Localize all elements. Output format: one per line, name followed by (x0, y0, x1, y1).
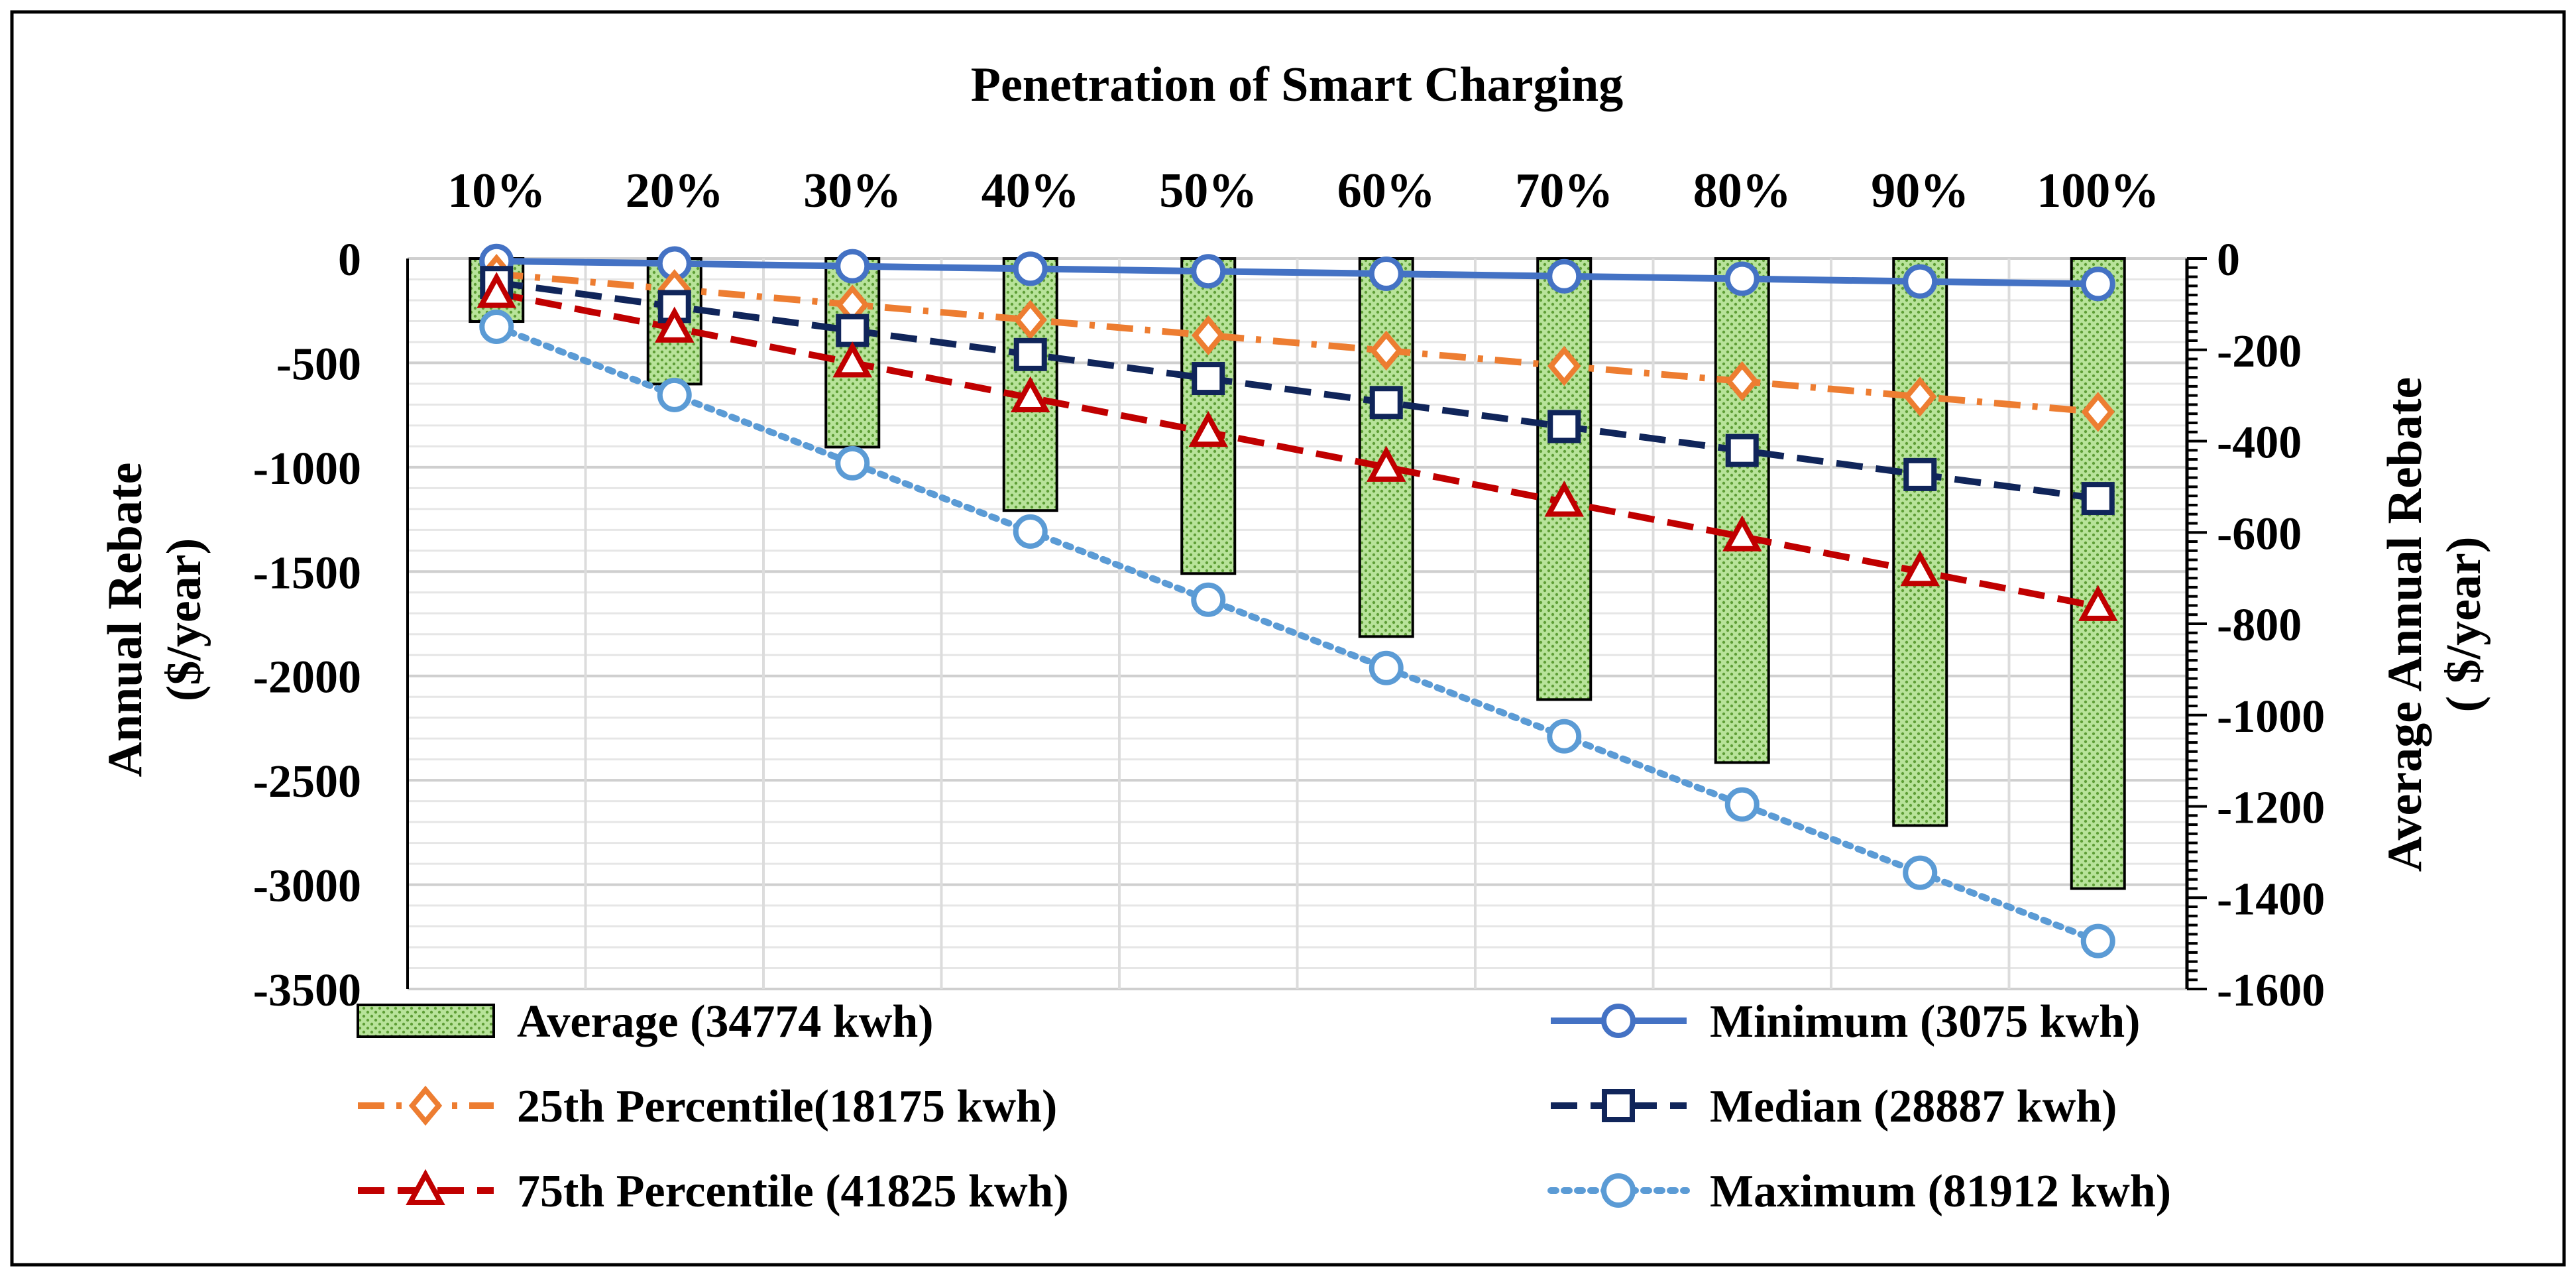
legend-label: Maximum (81912 kwh) (1710, 1166, 2171, 1217)
right-tick-label: -1600 (2217, 965, 2325, 1016)
series-point-1 (1725, 361, 1759, 402)
series-point-2 (1369, 386, 1403, 420)
series-point-4 (1369, 650, 1404, 685)
category-label: 40% (981, 164, 1080, 218)
right-axis-title-unit: ( $/year) (2437, 536, 2491, 712)
left-tick-label: -500 (276, 339, 361, 390)
left-tick-label: -2000 (253, 652, 361, 703)
bar-average (2070, 257, 2126, 890)
series-point-2 (1903, 457, 1937, 491)
right-tick-label: 0 (2217, 235, 2240, 286)
left-tick-label: -3500 (253, 965, 361, 1016)
left-tick-label: 0 (338, 235, 361, 286)
left-tick-label: -1500 (253, 548, 361, 599)
series-point-2 (2081, 482, 2115, 516)
legend-swatch-marker (1602, 1089, 1635, 1122)
right-tick-label: -1000 (2217, 691, 2325, 742)
series-point-2 (1547, 410, 1581, 443)
legend-label: Median (28887 kwh) (1710, 1081, 2117, 1132)
figure-border (10, 10, 2566, 1267)
series-point-1 (1547, 345, 1581, 386)
category-label: 100% (2037, 164, 2159, 218)
series-point-2 (836, 314, 869, 347)
bar-average (1892, 257, 1948, 827)
series-point-4 (1724, 787, 1760, 822)
series-point-3 (2078, 585, 2118, 621)
series-point-4 (2080, 923, 2115, 959)
right-tick-label: -800 (2217, 600, 2302, 651)
category-label: 30% (803, 164, 901, 218)
right-axis-title: Average Annual Rebate (2378, 377, 2432, 872)
series-point-4 (479, 309, 514, 344)
series-point-4 (1547, 719, 1582, 754)
category-label: 90% (1871, 164, 1969, 218)
series-line-2 (496, 279, 2099, 502)
left-tick-label: -1000 (253, 443, 361, 495)
series-point-3 (1900, 550, 1940, 587)
category-label: 10% (447, 164, 545, 218)
left-axis-title-unit: ($/year) (157, 538, 211, 702)
series-point-0 (1547, 259, 1582, 294)
bar-average (1714, 257, 1770, 764)
series-point-4 (835, 445, 870, 481)
legend-label: Average (34774 kwh) (517, 996, 934, 1047)
right-tick-label: -1400 (2217, 874, 2325, 925)
series-point-0 (1903, 264, 1938, 299)
series-point-3 (1722, 515, 1762, 552)
series-point-3 (1188, 410, 1229, 447)
series-point-2 (1725, 434, 1759, 467)
series-point-3 (476, 272, 517, 308)
series-point-3 (654, 306, 695, 343)
legend-swatch-marker (1601, 1004, 1636, 1038)
series-line-0 (496, 257, 2098, 288)
right-tick-label: -400 (2217, 418, 2302, 469)
chart-title: Penetration of Smart Charging (971, 58, 1623, 112)
left-axis-title: Annual Rebate (98, 463, 152, 778)
category-label: 60% (1337, 164, 1435, 218)
series-point-3 (1544, 481, 1585, 517)
series-point-1 (1369, 330, 1403, 371)
series-point-0 (1369, 256, 1404, 291)
series-point-4 (1903, 855, 1938, 890)
legend-swatch-marker (1601, 1173, 1636, 1208)
series-point-0 (835, 249, 870, 284)
bar-average (1536, 257, 1593, 701)
series-line-1 (496, 270, 2099, 416)
series-point-1 (1013, 300, 1047, 340)
right-tick-label: -600 (2217, 508, 2302, 559)
series-line-4 (493, 323, 2101, 945)
series-line-3 (496, 290, 2099, 610)
series-point-3 (832, 341, 873, 378)
series-point-2 (1013, 337, 1047, 371)
series-point-1 (2081, 392, 2115, 432)
series-point-0 (2080, 266, 2115, 302)
series-point-0 (1724, 261, 1760, 296)
legend-label: Minimum (3075 kwh) (1710, 996, 2140, 1047)
legend-label: 25th Percentile(18175 kwh) (517, 1081, 1057, 1132)
series-point-4 (1013, 514, 1048, 549)
series-point-3 (1010, 376, 1050, 413)
legend-swatch-average (357, 1004, 495, 1038)
left-tick-label: -2500 (253, 756, 361, 807)
left-tick-label: -3000 (253, 861, 361, 912)
category-label: 50% (1159, 164, 1257, 218)
right-tick-label: -200 (2217, 326, 2302, 377)
series-point-1 (1903, 377, 1937, 417)
category-label: 80% (1693, 164, 1791, 218)
category-label: 20% (626, 164, 724, 218)
series-point-0 (1191, 254, 1226, 289)
series-point-2 (1192, 362, 1225, 396)
right-tick-label: -1200 (2217, 783, 2325, 834)
legend-swatch-marker (406, 1169, 445, 1205)
series-point-3 (1366, 445, 1406, 482)
category-label: 70% (1515, 164, 1613, 218)
series-point-1 (1192, 315, 1225, 356)
series-point-4 (657, 377, 692, 412)
legend-label: 75th Percentile (41825 kwh) (517, 1166, 1069, 1217)
legend-swatch-marker (408, 1085, 443, 1126)
series-point-4 (1191, 582, 1226, 617)
series-point-0 (1013, 251, 1048, 286)
